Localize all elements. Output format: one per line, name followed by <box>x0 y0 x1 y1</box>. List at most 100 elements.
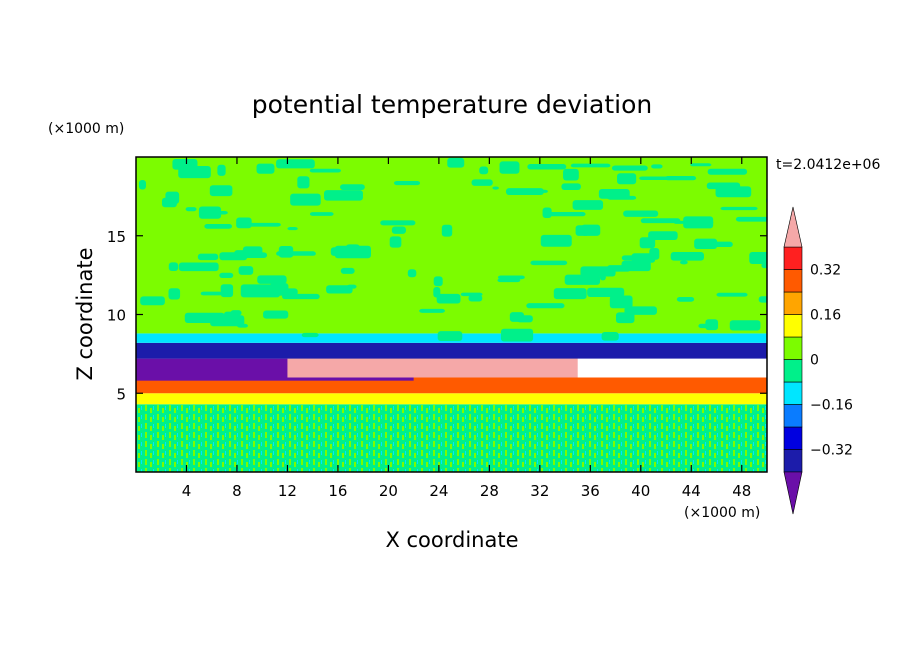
field-blob <box>572 200 604 210</box>
field-blob <box>599 274 606 281</box>
colorbar-segment <box>783 246 803 270</box>
field-blob <box>389 236 402 248</box>
field-blob <box>138 180 146 190</box>
field-blob <box>670 252 704 261</box>
field-band <box>136 377 767 394</box>
field-blob <box>223 311 240 321</box>
field-blob <box>683 216 714 229</box>
field-blob <box>500 328 534 342</box>
field-blob <box>219 272 234 279</box>
colorbar-tick-label: −0.32 <box>810 443 853 459</box>
field-blob <box>393 180 421 186</box>
field-band <box>136 342 767 359</box>
field-blob <box>680 260 688 265</box>
field-contours <box>136 157 767 472</box>
field-blob <box>527 163 567 170</box>
x-tick-label: 12 <box>278 482 297 500</box>
colorbar-tick-label: 0.32 <box>810 263 841 279</box>
field-blob <box>407 269 417 278</box>
y-unit-label: (×1000 m) <box>48 121 124 137</box>
field-blob <box>564 274 601 285</box>
field-blob <box>623 210 659 217</box>
field-blob <box>749 252 767 265</box>
field-blob <box>256 163 275 174</box>
x-tick-label: 28 <box>480 482 499 500</box>
field-blob <box>334 245 371 259</box>
x-tick-label: 24 <box>429 482 448 500</box>
field-blob <box>391 226 406 234</box>
field-blob <box>259 288 298 296</box>
field-blob <box>468 294 483 302</box>
field-blob <box>607 265 631 272</box>
field-blob <box>324 190 363 201</box>
field-blob <box>639 176 672 180</box>
field-blob <box>238 266 254 275</box>
colorbar-segment <box>783 381 803 405</box>
colorbar-min-triangle <box>783 471 803 515</box>
x-tick-label: 16 <box>328 482 347 500</box>
x-ticks: 4 8 12 16 20 24 28 32 36 40 44 48 <box>182 157 751 500</box>
field-blob <box>609 295 633 309</box>
colorbar-tick-label: 0.16 <box>810 308 841 324</box>
field-blob <box>607 195 637 200</box>
field-blob <box>720 206 758 211</box>
field-blob <box>257 275 287 284</box>
field-blob <box>621 255 636 261</box>
field-blob <box>287 227 298 231</box>
field-blob <box>651 164 663 169</box>
x-tick-label: 32 <box>530 482 549 500</box>
field-blob <box>165 191 180 204</box>
field-blob <box>526 303 565 309</box>
field-band <box>136 393 767 405</box>
field-band <box>136 157 767 334</box>
field-blob <box>209 185 233 197</box>
field-blob <box>219 252 248 261</box>
field-blob <box>617 173 637 185</box>
field-blob <box>326 285 353 294</box>
x-tick-label: 20 <box>379 482 398 500</box>
field-blob <box>140 296 165 306</box>
field-blob <box>631 253 656 263</box>
field-band <box>136 404 767 472</box>
colorbar-segment <box>783 426 803 450</box>
field-blob <box>436 293 461 304</box>
colorbar-tick-label: 0 <box>810 353 819 369</box>
field-blob <box>561 183 581 190</box>
field-blob <box>297 176 310 189</box>
field-blob <box>563 168 579 181</box>
field-blob <box>615 312 635 324</box>
colorbar-segment <box>783 291 803 315</box>
field-blob <box>276 251 316 256</box>
field-blob <box>437 331 463 342</box>
field-blob <box>716 292 748 297</box>
field-blob <box>433 276 443 287</box>
field-blob <box>172 159 198 170</box>
y-axis-label: Z coordinate <box>73 247 97 380</box>
colorbar-segment <box>783 359 803 383</box>
field-blob <box>197 253 219 261</box>
colorbar-segment <box>783 314 803 338</box>
time-label: t=2.0412e+06 <box>776 157 880 173</box>
field-blob <box>471 179 493 186</box>
field-blob <box>530 260 568 266</box>
field-blob <box>761 262 767 269</box>
field-blob <box>698 241 733 248</box>
y-tick-label: 10 <box>107 307 126 325</box>
field-blob <box>698 323 712 329</box>
field-blob <box>168 262 179 272</box>
field-blob <box>185 207 197 212</box>
field-blob <box>340 267 355 274</box>
colorbar-segment <box>783 269 803 293</box>
field-blob <box>204 223 233 229</box>
field-texture <box>138 157 767 342</box>
field-blob <box>509 312 525 322</box>
field-blob <box>220 284 234 298</box>
x-tick-label: 8 <box>232 482 242 500</box>
field-blob <box>447 157 465 168</box>
field-blob <box>665 175 697 181</box>
field-blob <box>178 262 219 272</box>
y-tick-label: 5 <box>116 385 126 403</box>
field-blob <box>575 225 590 236</box>
x-tick-label: 36 <box>581 482 600 500</box>
field-blob <box>441 224 453 237</box>
